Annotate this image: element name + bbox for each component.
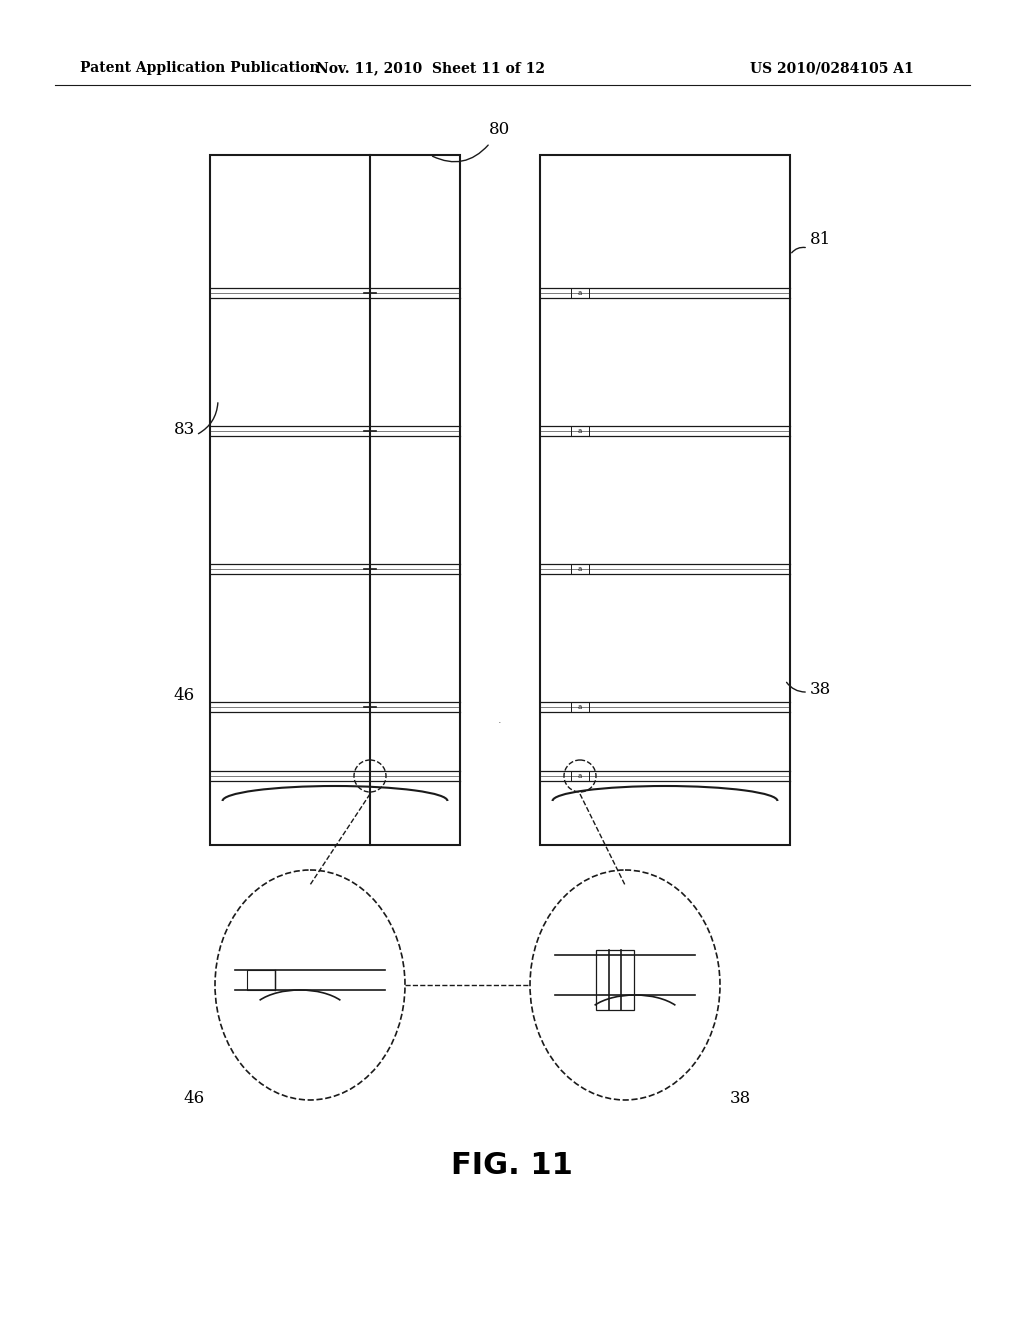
Text: Nov. 11, 2010  Sheet 11 of 12: Nov. 11, 2010 Sheet 11 of 12: [315, 61, 545, 75]
Bar: [571, 564, 589, 574]
Text: 83: 83: [174, 421, 195, 438]
Text: 46: 46: [184, 1090, 205, 1107]
Text: 38: 38: [810, 681, 831, 698]
Text: 46: 46: [174, 686, 195, 704]
Text: FIG. 11: FIG. 11: [451, 1151, 573, 1180]
Bar: [571, 702, 589, 711]
Bar: [571, 771, 589, 781]
Text: US 2010/0284105 A1: US 2010/0284105 A1: [750, 61, 913, 75]
Text: a: a: [578, 290, 582, 296]
Ellipse shape: [530, 870, 720, 1100]
Text: 81: 81: [810, 231, 831, 248]
Text: a: a: [578, 428, 582, 434]
Text: a: a: [578, 566, 582, 572]
Bar: [596, 950, 634, 1010]
Text: .: .: [499, 715, 502, 725]
Bar: [540, 154, 790, 845]
Text: 80: 80: [489, 121, 511, 139]
Bar: [571, 426, 589, 436]
Bar: [210, 154, 460, 845]
Text: a: a: [578, 704, 582, 710]
Text: Patent Application Publication: Patent Application Publication: [80, 61, 319, 75]
Text: a: a: [578, 774, 582, 779]
Ellipse shape: [215, 870, 406, 1100]
Bar: [571, 288, 589, 298]
Bar: [247, 970, 275, 990]
Text: 38: 38: [730, 1090, 752, 1107]
